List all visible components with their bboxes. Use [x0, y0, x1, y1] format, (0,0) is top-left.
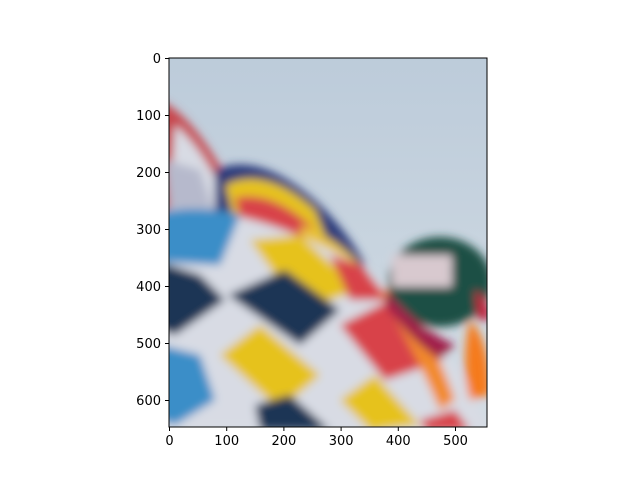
x-tick: 200 — [271, 427, 296, 449]
y-tick-label: 0 — [153, 52, 161, 67]
x-tick-label: 500 — [443, 434, 468, 449]
y-tick: 500 — [136, 337, 169, 352]
x-tick: 300 — [329, 427, 354, 449]
x-tick: 100 — [214, 427, 239, 449]
balloon-photo — [169, 58, 487, 427]
y-tick-label: 500 — [136, 337, 161, 352]
y-tick-label: 600 — [136, 394, 161, 409]
x-tick-label: 0 — [165, 434, 173, 449]
y-tick-label: 200 — [136, 166, 161, 181]
y-tick: 400 — [136, 280, 169, 295]
y-tick: 100 — [136, 109, 169, 124]
y-tick: 600 — [136, 394, 169, 409]
x-tick-label: 400 — [386, 434, 411, 449]
x-tick: 400 — [386, 427, 411, 449]
x-tick-label: 200 — [271, 434, 296, 449]
x-tick-label: 300 — [329, 434, 354, 449]
x-tick-label: 100 — [214, 434, 239, 449]
x-tick: 0 — [165, 427, 174, 449]
x-tick: 500 — [443, 427, 468, 449]
y-tick-label: 300 — [136, 223, 161, 238]
y-tick: 200 — [136, 166, 169, 181]
y-tick-label: 400 — [136, 280, 161, 295]
y-tick: 300 — [136, 223, 169, 238]
y-tick: 0 — [153, 52, 169, 67]
axes-frame — [168, 57, 488, 428]
x-axis: 0 100 200 300 400 500 — [165, 427, 468, 449]
y-axis: 0 100 200 300 400 500 600 — [136, 52, 169, 409]
y-tick-label: 100 — [136, 109, 161, 124]
